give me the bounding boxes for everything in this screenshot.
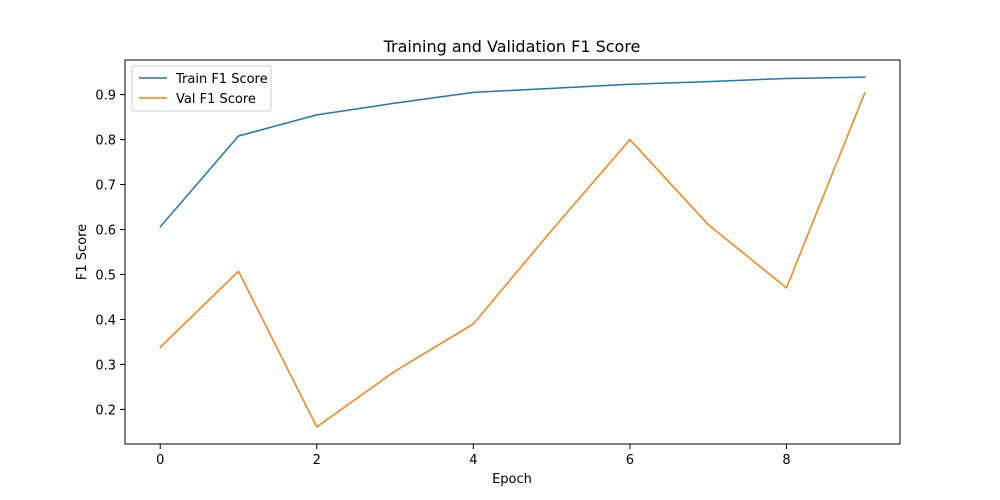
series-lines <box>159 76 866 428</box>
y-tick-label: 0.9 <box>95 89 116 104</box>
y-tick-label: 0.7 <box>95 179 116 194</box>
y-axis-label: F1 Score <box>75 224 90 280</box>
y-tick-label: 0.6 <box>95 224 116 239</box>
legend-label-val: Val F1 Score <box>176 92 256 107</box>
legend: Train F1 Score Val F1 Score <box>131 65 272 112</box>
x-tick-label: 0 <box>156 453 164 468</box>
x-tick-label: 4 <box>469 453 477 468</box>
y-tick-label: 0.5 <box>95 268 116 283</box>
y-tick-label: 0.3 <box>95 358 116 373</box>
val-f1-line <box>159 91 866 428</box>
legend-label-train: Train F1 Score <box>175 72 268 87</box>
y-tick-label: 0.8 <box>95 134 116 149</box>
x-tick-label: 2 <box>313 453 321 468</box>
y-tick-label: 0.4 <box>95 313 116 328</box>
train-f1-line <box>159 76 866 228</box>
x-tick-label: 6 <box>626 453 634 468</box>
x-axis-ticks: 0 2 4 6 8 <box>156 444 791 468</box>
x-tick-label: 8 <box>782 453 790 468</box>
x-axis-label: Epoch <box>492 472 532 487</box>
y-axis-ticks: 0.2 0.3 0.4 0.5 0.6 0.7 0.8 0.9 <box>95 89 125 418</box>
y-tick-label: 0.2 <box>95 403 116 418</box>
plot-area <box>124 59 901 445</box>
plot-frame <box>124 59 901 445</box>
chart-title: Training and Validation F1 Score <box>383 37 641 56</box>
